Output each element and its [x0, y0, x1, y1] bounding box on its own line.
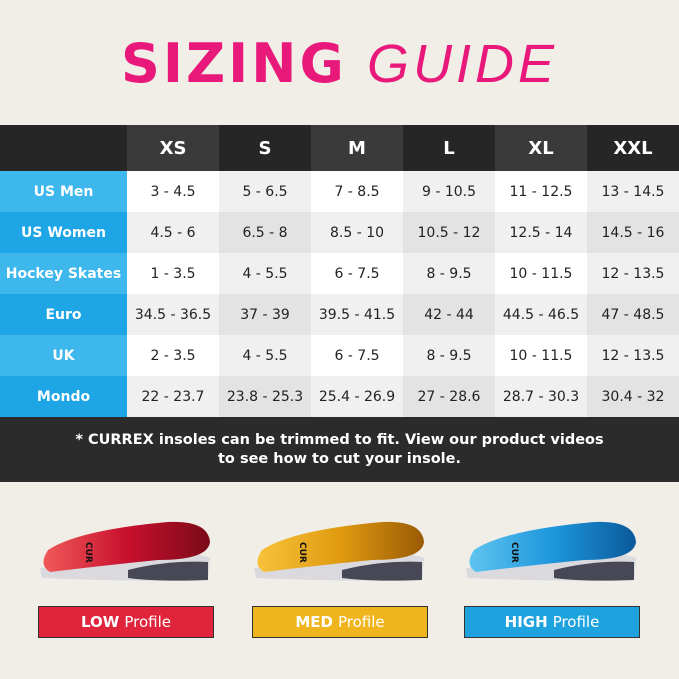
profile-button-low[interactable]: LOW Profile — [38, 606, 214, 638]
size-cell: 3 - 4.5 — [127, 171, 219, 212]
note-line-1: * CURREX insoles can be trimmed to fit. … — [75, 432, 604, 448]
size-cell: 42 - 44 — [403, 294, 495, 335]
trim-note: * CURREX insoles can be trimmed to fit. … — [0, 417, 679, 482]
size-cell: 4.5 - 6 — [127, 212, 219, 253]
size-cell: 8.5 - 10 — [311, 212, 403, 253]
size-cell: 12 - 13.5 — [587, 335, 679, 376]
size-cell: 7 - 8.5 — [311, 171, 403, 212]
row-label: UK — [0, 335, 127, 376]
brand-logo: CUR — [509, 542, 519, 563]
size-cell: 4 - 5.5 — [219, 335, 311, 376]
size-header: S — [219, 125, 311, 171]
size-cell: 10 - 11.5 — [495, 253, 587, 294]
row-label: US Women — [0, 212, 127, 253]
title-light: GUIDE — [366, 34, 558, 94]
insole-image: CUR — [466, 521, 636, 581]
size-cell: 47 - 48.5 — [587, 294, 679, 335]
table-row: Hockey Skates 1 - 3.5 4 - 5.5 6 - 7.5 8 - 9.… — [0, 253, 679, 294]
row-label: Mondo — [0, 376, 127, 417]
size-header: XXL — [587, 125, 679, 171]
page-title: SIZING GUIDE — [0, 32, 679, 95]
size-cell: 34.5 - 36.5 — [127, 294, 219, 335]
size-header: L — [403, 125, 495, 171]
size-cell: 22 - 23.7 — [127, 376, 219, 417]
size-cell: 25.4 - 26.9 — [311, 376, 403, 417]
row-label: Hockey Skates — [0, 253, 127, 294]
row-label: Euro — [0, 294, 127, 335]
size-cell: 37 - 39 — [219, 294, 311, 335]
size-header: XL — [495, 125, 587, 171]
table-row: Euro 34.5 - 36.5 37 - 39 39.5 - 41.5 42 - 44… — [0, 294, 679, 335]
size-cell: 1 - 3.5 — [127, 253, 219, 294]
insole-image: CUR — [40, 521, 210, 581]
size-cell: 11 - 12.5 — [495, 171, 587, 212]
profile-label: Profile — [124, 613, 171, 631]
size-cell: 8 - 9.5 — [403, 335, 495, 376]
size-header: XS — [127, 125, 219, 171]
size-cell: 10.5 - 12 — [403, 212, 495, 253]
size-cell: 14.5 - 16 — [587, 212, 679, 253]
size-cell: 5 - 6.5 — [219, 171, 311, 212]
row-label: US Men — [0, 171, 127, 212]
table-header: XS S M L XL XXL — [0, 125, 679, 171]
size-cell: 8 - 9.5 — [403, 253, 495, 294]
table-row: UK 2 - 3.5 4 - 5.5 6 - 7.5 8 - 9.5 10 - 11.5 1… — [0, 335, 679, 376]
size-cell: 4 - 5.5 — [219, 253, 311, 294]
size-cell: 27 - 28.6 — [403, 376, 495, 417]
size-cell: 6.5 - 8 — [219, 212, 311, 253]
header-corner — [0, 125, 127, 171]
profile-level: LOW — [81, 613, 120, 631]
profile-button-high[interactable]: HIGH Profile — [464, 606, 640, 638]
table-row: Mondo 22 - 23.7 23.8 - 25.3 25.4 - 26.9 27 -… — [0, 376, 679, 417]
size-cell: 28.7 - 30.3 — [495, 376, 587, 417]
title-bold: SIZING — [121, 32, 347, 95]
size-cell: 23.8 - 25.3 — [219, 376, 311, 417]
table-row: US Women 4.5 - 6 6.5 - 8 8.5 - 10 10.5 - 12 1… — [0, 212, 679, 253]
table-row: US Men 3 - 4.5 5 - 6.5 7 - 8.5 9 - 10.5 11 - … — [0, 171, 679, 212]
size-cell: 6 - 7.5 — [311, 335, 403, 376]
size-cell: 44.5 - 46.5 — [495, 294, 587, 335]
size-cell: 13 - 14.5 — [587, 171, 679, 212]
size-cell: 12.5 - 14 — [495, 212, 587, 253]
insole-image: CUR — [254, 521, 424, 581]
size-cell: 30.4 - 32 — [587, 376, 679, 417]
profile-button-med[interactable]: MED Profile — [252, 606, 428, 638]
size-table: XS S M L XL XXL US Men 3 - 4.5 5 - 6.5 7 - 8.5 9 -… — [0, 125, 679, 417]
profile-level: MED — [295, 613, 333, 631]
brand-logo: CUR — [297, 542, 307, 563]
size-cell: 39.5 - 41.5 — [311, 294, 403, 335]
size-cell: 12 - 13.5 — [587, 253, 679, 294]
size-cell: 10 - 11.5 — [495, 335, 587, 376]
size-cell: 2 - 3.5 — [127, 335, 219, 376]
profile-label: Profile — [337, 613, 385, 631]
profile-label: Profile — [552, 613, 600, 631]
note-line-2: to see how to cut your insole. — [218, 451, 461, 467]
size-header: M — [311, 125, 403, 171]
size-cell: 9 - 10.5 — [403, 171, 495, 212]
brand-logo: CUR — [83, 542, 93, 563]
profile-level: HIGH — [504, 613, 548, 631]
size-cell: 6 - 7.5 — [311, 253, 403, 294]
